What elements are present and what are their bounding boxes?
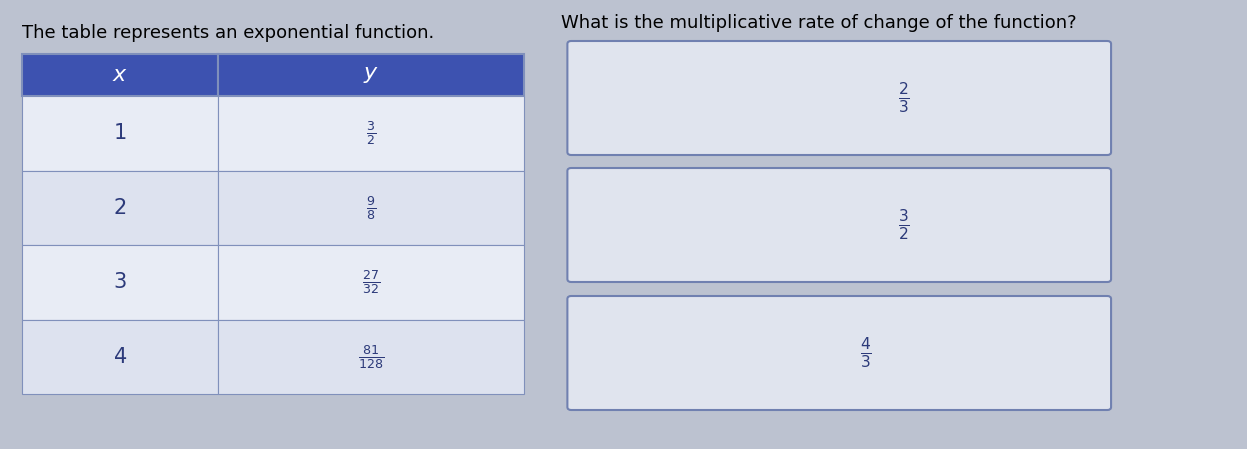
Text: What is the multiplicative rate of change of the function?: What is the multiplicative rate of chang… <box>561 14 1076 32</box>
Text: $\frac{9}{8}$: $\frac{9}{8}$ <box>365 194 377 222</box>
FancyBboxPatch shape <box>567 168 1111 282</box>
Text: 3: 3 <box>113 272 127 292</box>
Bar <box>22 320 218 394</box>
Text: $\frac{27}{32}$: $\frac{27}{32}$ <box>362 269 380 296</box>
Text: $\mathit{x}$: $\mathit{x}$ <box>112 65 128 85</box>
Text: $\frac{2}{3}$: $\frac{2}{3}$ <box>898 80 909 115</box>
Bar <box>22 245 218 320</box>
Bar <box>218 320 524 394</box>
Bar <box>218 171 524 245</box>
Text: $\mathit{y}$: $\mathit{y}$ <box>363 65 379 85</box>
Text: $\frac{81}{128}$: $\frac{81}{128}$ <box>358 343 384 371</box>
Bar <box>22 171 218 245</box>
Text: The table represents an exponential function.: The table represents an exponential func… <box>22 24 435 42</box>
Bar <box>22 54 218 96</box>
Bar <box>218 245 524 320</box>
Bar <box>218 96 524 171</box>
FancyBboxPatch shape <box>567 41 1111 155</box>
Bar <box>218 54 524 96</box>
Text: 2: 2 <box>113 198 127 218</box>
Text: 1: 1 <box>113 123 127 143</box>
Bar <box>22 96 218 171</box>
Text: $\frac{3}{2}$: $\frac{3}{2}$ <box>898 207 909 242</box>
Text: 4: 4 <box>113 347 127 367</box>
Text: $\frac{4}{3}$: $\frac{4}{3}$ <box>860 335 872 370</box>
FancyBboxPatch shape <box>567 296 1111 410</box>
Text: $\frac{3}{2}$: $\frac{3}{2}$ <box>365 119 377 147</box>
